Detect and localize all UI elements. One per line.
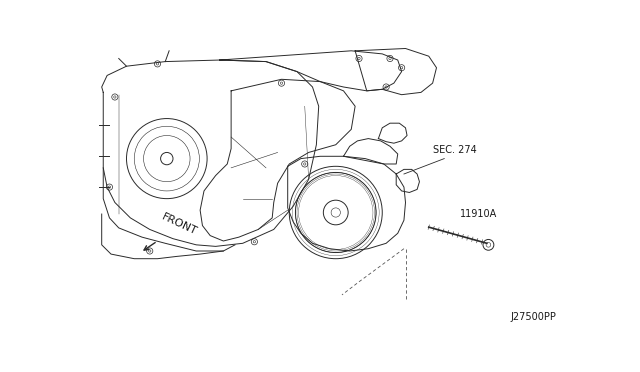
Text: FRONT: FRONT [160,212,198,237]
Text: 11910A: 11910A [460,209,497,219]
Text: SEC. 274: SEC. 274 [433,145,476,155]
Text: J27500PP: J27500PP [511,312,557,322]
